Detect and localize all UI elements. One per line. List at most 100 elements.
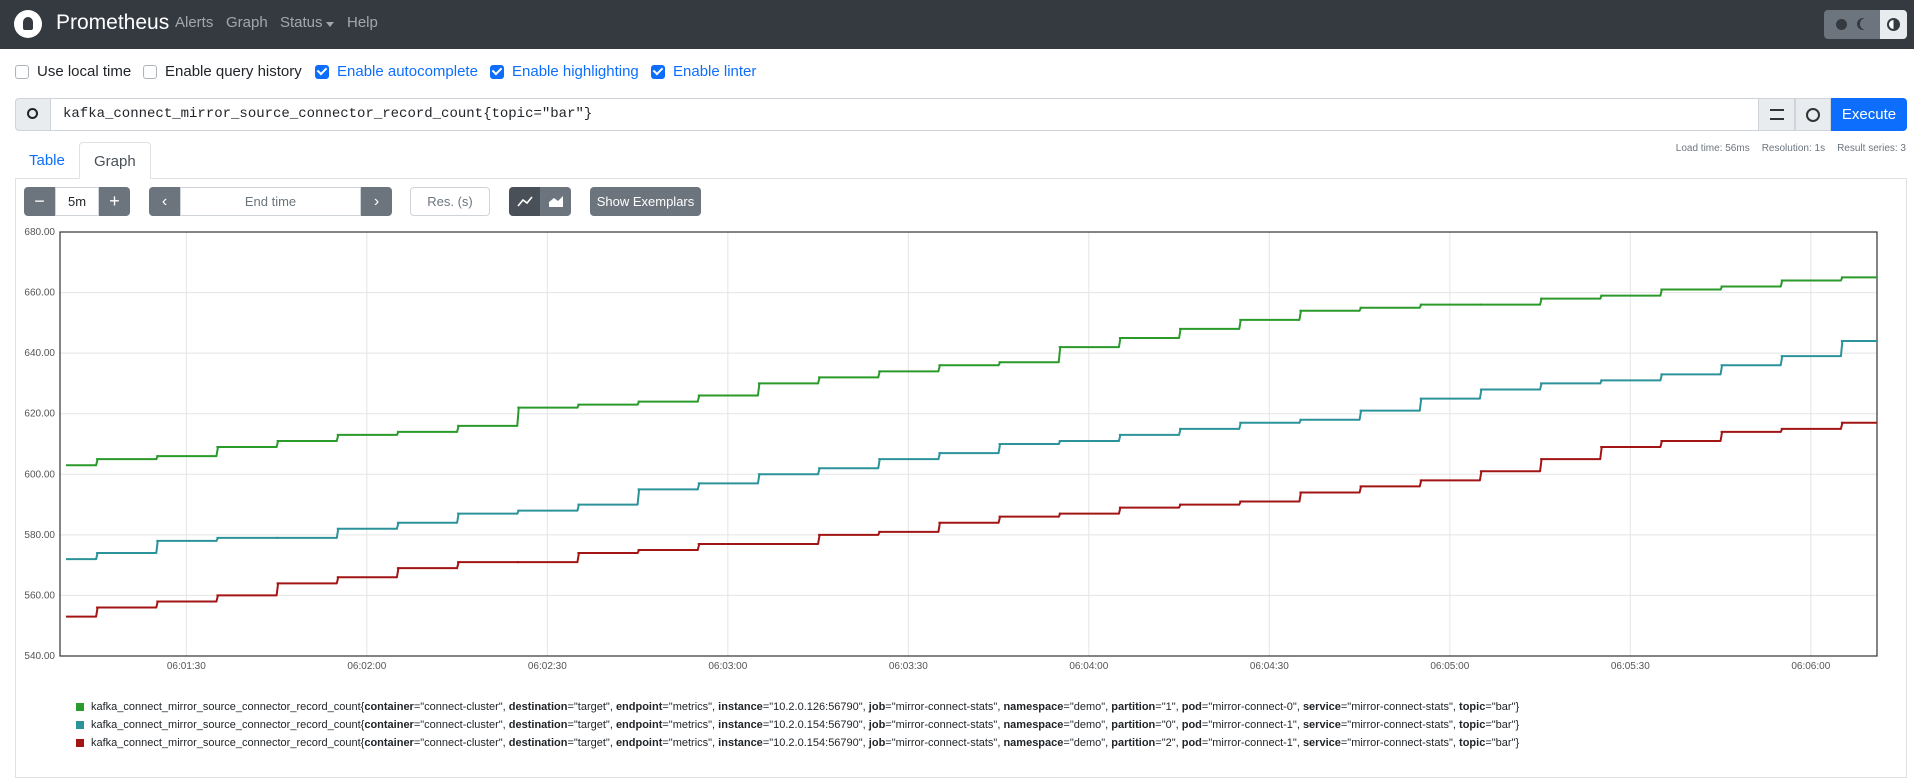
step-riser	[817, 467, 821, 476]
step-riser	[937, 452, 941, 461]
legend-swatch	[76, 703, 84, 711]
step-riser	[1238, 421, 1242, 430]
legend-entry[interactable]: kafka_connect_mirror_source_connector_re…	[76, 716, 1519, 734]
option[interactable]: Enable autocomplete	[315, 63, 478, 80]
step-riser	[335, 527, 340, 539]
step-riser	[95, 606, 99, 618]
step-riser	[516, 406, 520, 427]
step-riser	[1719, 430, 1724, 442]
step-riser	[155, 539, 159, 555]
format-icon	[1770, 109, 1784, 120]
legend-label: kafka_connect_mirror_source_connector_re…	[91, 701, 1520, 713]
step-riser	[1298, 491, 1302, 503]
nav-link[interactable]: Status	[280, 14, 323, 31]
checkbox[interactable]	[315, 64, 329, 79]
body: {"navbar": {"brand": "Prometheus", "link…	[0, 0, 1914, 757]
step-riser	[1539, 458, 1543, 473]
step-riser	[275, 439, 280, 449]
step-riser	[1839, 340, 1844, 358]
x-tick-label: 06:05:30	[1611, 661, 1650, 672]
step-riser	[335, 433, 340, 442]
step-riser	[997, 515, 1002, 524]
step-riser	[215, 446, 219, 458]
step-riser	[215, 594, 219, 603]
x-tick-label: 06:03:00	[708, 661, 747, 672]
step-riser	[817, 533, 821, 545]
end-time-back[interactable]: ‹	[149, 187, 180, 216]
end-time-input[interactable]: End time	[180, 187, 361, 216]
execute-button[interactable]: Execute	[1831, 98, 1907, 131]
checkbox[interactable]	[15, 64, 29, 79]
theme-light-dark[interactable]	[1824, 10, 1880, 39]
checkbox[interactable]	[651, 64, 665, 79]
query-input[interactable]: kafka_connect_mirror_source_connector_re…	[50, 98, 1758, 131]
range-decrease[interactable]: −	[24, 187, 55, 216]
step-riser	[1117, 337, 1122, 349]
stacked-button[interactable]	[540, 187, 571, 216]
plot-frame	[59, 231, 1878, 657]
option[interactable]: Enable linter	[651, 63, 756, 80]
step-riser	[696, 542, 701, 551]
brand[interactable]: Prometheus	[56, 11, 170, 34]
checkbox[interactable]	[490, 64, 504, 79]
step-riser	[1478, 388, 1483, 400]
step-riser	[877, 370, 881, 379]
option[interactable]: Use local time	[15, 63, 131, 80]
step-riser	[1719, 364, 1724, 376]
step-riser	[877, 458, 881, 470]
legend-swatch	[76, 739, 84, 747]
resolution-input[interactable]: Res. (s)	[410, 187, 490, 216]
logo[interactable]	[14, 10, 42, 38]
step-riser	[95, 458, 99, 467]
x-tick-label: 06:06:00	[1791, 661, 1830, 672]
metrics-explorer-button[interactable]	[1795, 98, 1831, 131]
option[interactable]: Enable highlighting	[490, 63, 639, 80]
option[interactable]: Enable query history	[143, 63, 302, 80]
y-tick-label: 540.00	[24, 651, 55, 662]
tab[interactable]: Graph	[79, 142, 151, 179]
step-riser	[1659, 439, 1663, 449]
tab[interactable]: Table	[29, 152, 65, 169]
y-tick-label: 560.00	[24, 590, 55, 601]
step-riser	[395, 567, 400, 579]
y-tick-label: 620.00	[24, 409, 55, 420]
y-tick-label: 660.00	[24, 288, 55, 299]
nav-link[interactable]: Alerts	[175, 14, 214, 31]
dropdown-caret	[326, 22, 334, 27]
query-stats: Load time: 56ms Resolution: 1s Result seri…	[1676, 143, 1906, 154]
theme-auto[interactable]	[1880, 10, 1907, 39]
sun-icon	[1836, 19, 1847, 30]
step-riser	[817, 376, 821, 385]
range-increase[interactable]: +	[99, 187, 130, 216]
search-icon-box	[15, 98, 51, 131]
step-riser	[1178, 327, 1182, 339]
option-label: Enable highlighting	[512, 63, 639, 80]
legend-entry[interactable]: kafka_connect_mirror_source_connector_re…	[76, 698, 1519, 716]
moon-icon	[1860, 18, 1872, 30]
x-tick-label: 06:04:30	[1250, 661, 1289, 672]
legend-entry[interactable]: kafka_connect_mirror_source_connector_re…	[76, 734, 1519, 752]
step-riser	[937, 364, 941, 373]
lines-button[interactable]	[509, 187, 540, 216]
range-input[interactable]: 5m	[55, 187, 99, 216]
option-label: Enable autocomplete	[337, 63, 478, 80]
x-tick-label: 06:02:00	[347, 661, 386, 672]
nav-link[interactable]: Help	[347, 14, 378, 31]
page: Prometheus html, body { margin: 0; paddi…	[0, 0, 1914, 757]
step-riser	[1779, 355, 1784, 367]
step-riser	[1659, 288, 1663, 297]
format-button[interactable]	[1758, 98, 1795, 131]
step-riser	[335, 576, 340, 585]
checkbox[interactable]	[143, 64, 157, 79]
exemplars-button[interactable]: Show Exemplars	[590, 187, 701, 216]
step-riser	[1779, 279, 1784, 288]
step-riser	[636, 488, 641, 506]
nav-link[interactable]: Graph	[226, 14, 268, 31]
step-riser	[456, 424, 460, 433]
step-riser	[395, 521, 400, 530]
search-icon	[27, 108, 38, 119]
step-riser	[756, 473, 761, 485]
end-time-forward[interactable]: ›	[361, 187, 392, 216]
step-riser	[937, 521, 941, 533]
step-riser	[1599, 446, 1603, 461]
